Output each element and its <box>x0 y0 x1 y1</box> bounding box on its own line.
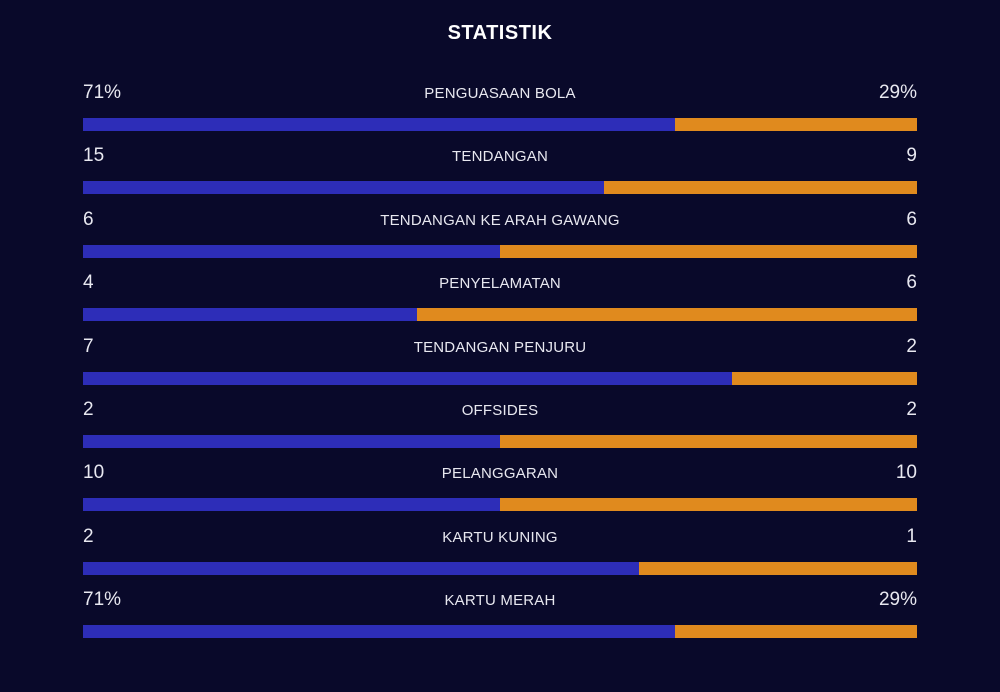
stat-row-header: 2 KARTU KUNING 1 <box>83 524 917 562</box>
comparison-bar <box>83 498 917 512</box>
stat-row: 15 TENDANGAN 9 <box>83 143 917 206</box>
home-value: 15 <box>83 145 105 167</box>
stats-list: 71% PENGUASAAN BOLA 29% 15 TENDANGAN 9 6 TENDAN… <box>83 80 917 651</box>
stat-row-header: 71% KARTU MERAH 29% <box>83 587 917 625</box>
panel-title: STATISTIK <box>447 22 553 44</box>
away-value: 6 <box>906 208 917 230</box>
stat-row-header: 7 TENDANGAN PENJURU 2 <box>83 334 917 372</box>
comparison-bar <box>83 561 917 575</box>
away-value: 1 <box>906 525 917 547</box>
stat-row-header: 10 PELANGGARAN 10 <box>83 460 917 498</box>
home-value: 6 <box>83 208 94 230</box>
home-bar-segment <box>83 244 500 258</box>
home-bar-segment <box>83 625 676 639</box>
home-bar-segment <box>83 308 417 322</box>
comparison-bar <box>83 434 917 448</box>
away-value: 2 <box>906 335 917 357</box>
away-bar-segment <box>500 434 917 448</box>
away-value: 9 <box>906 145 917 167</box>
stat-label: PENGUASAAN BOLA <box>424 85 576 102</box>
away-bar-segment <box>731 371 917 385</box>
away-value: 29% <box>878 82 917 103</box>
away-value: 2 <box>906 398 917 420</box>
stat-label: TENDANGAN <box>452 148 548 166</box>
stat-label: KARTU KUNING <box>442 528 558 546</box>
stat-label: OFFSIDES <box>461 401 539 419</box>
away-bar-segment <box>500 498 917 512</box>
comparison-bar <box>83 244 917 258</box>
away-bar-segment <box>675 118 917 131</box>
away-bar-segment <box>675 625 917 639</box>
stat-label: TENDANGAN KE ARAH GAWANG <box>380 211 620 229</box>
stat-row: 71% KARTU MERAH 29% <box>83 587 917 650</box>
stat-row: 71% PENGUASAAN BOLA 29% <box>83 80 917 143</box>
home-bar-segment <box>83 561 640 575</box>
stat-row-header: 71% PENGUASAAN BOLA 29% <box>83 80 917 118</box>
home-bar-segment <box>83 118 676 131</box>
home-bar-segment <box>83 434 500 448</box>
stat-row-header: 15 TENDANGAN 9 <box>83 143 917 181</box>
home-value: 4 <box>83 272 94 294</box>
stat-label: KARTU MERAH <box>444 592 556 610</box>
stat-row: 2 KARTU KUNING 1 <box>83 524 917 587</box>
stat-row: 10 PELANGGARAN 10 <box>83 460 917 523</box>
stat-label: PELANGGARAN <box>441 465 559 483</box>
away-value: 10 <box>895 462 917 484</box>
stat-row-header: 2 OFFSIDES 2 <box>83 397 917 435</box>
comparison-bar <box>83 118 917 131</box>
away-bar-segment <box>604 181 917 195</box>
comparison-bar <box>83 308 917 322</box>
comparison-bar <box>83 371 917 385</box>
away-value: 6 <box>906 272 917 294</box>
comparison-bar <box>83 181 917 195</box>
home-value: 2 <box>83 525 94 547</box>
home-value: 71% <box>83 82 122 103</box>
stat-row-header: 4 PENYELAMATAN 6 <box>83 270 917 308</box>
stat-row: 4 PENYELAMATAN 6 <box>83 270 917 333</box>
away-bar-segment <box>639 561 917 575</box>
stat-label: TENDANGAN PENJURU <box>413 338 587 356</box>
home-value: 2 <box>83 398 94 420</box>
home-value: 10 <box>83 462 105 484</box>
away-value: 29% <box>878 589 917 611</box>
away-bar-segment <box>416 308 917 322</box>
stat-row: 2 OFFSIDES 2 <box>83 397 917 460</box>
home-bar-segment <box>83 181 605 195</box>
stat-row: 6 TENDANGAN KE ARAH GAWANG 6 <box>83 207 917 270</box>
home-value: 71% <box>83 589 122 611</box>
stat-row-header: 6 TENDANGAN KE ARAH GAWANG 6 <box>83 207 917 245</box>
stat-row: 7 TENDANGAN PENJURU 2 <box>83 334 917 397</box>
away-bar-segment <box>500 244 917 258</box>
home-bar-segment <box>83 498 500 512</box>
home-value: 7 <box>83 335 94 357</box>
stat-label: PENYELAMATAN <box>439 275 561 293</box>
comparison-bar <box>83 625 917 639</box>
home-bar-segment <box>83 371 732 385</box>
